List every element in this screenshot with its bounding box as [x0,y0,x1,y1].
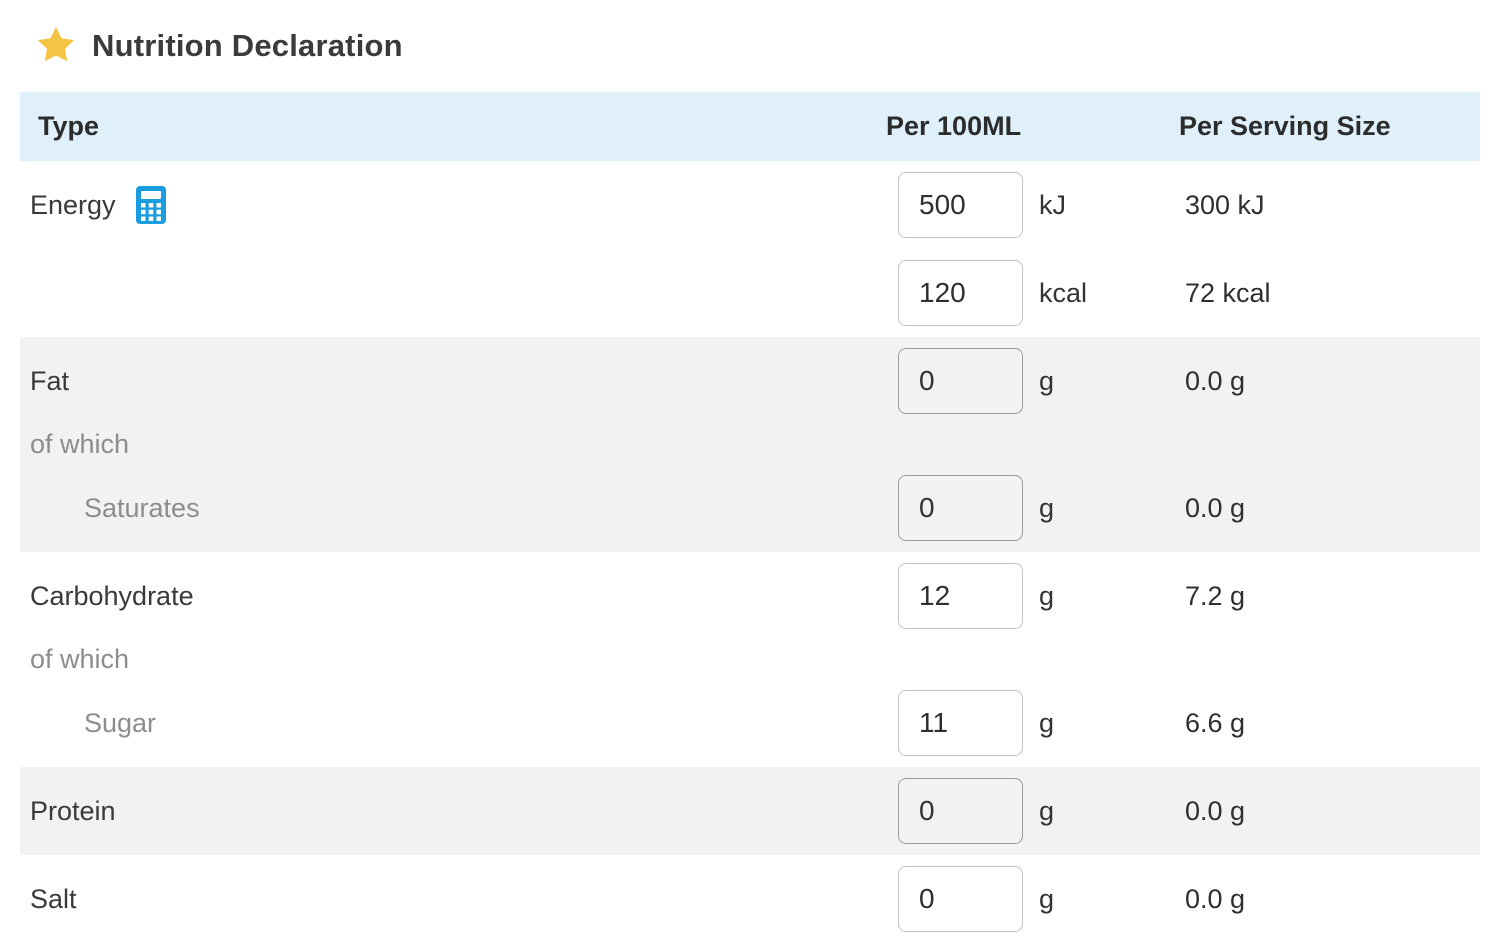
row-protein: Protein g 0.0 g [20,767,1480,855]
row-label-of-which: of which [30,644,130,674]
page-title: Nutrition Declaration [92,28,403,63]
unit-label-g: g [1039,492,1055,523]
row-label-energy: Energy [30,189,116,220]
salt-input[interactable] [898,866,1023,932]
section-title-row: Nutrition Declaration [0,0,1500,92]
row-salt: Salt g 0.0 g [20,855,1480,942]
saturates-input [898,475,1023,541]
unit-label-g: g [1039,707,1055,738]
calculator-icon[interactable] [135,186,166,224]
row-energy-kj: Energy kJ 300 kJ [20,161,1480,249]
row-label-sugar: Sugar [84,707,157,738]
table-header-row: Type Per 100ML Per Serving Size [20,92,1480,161]
per-serving-value-carbohydrate: 7.2 g [1185,580,1246,611]
unit-label-kj: kJ [1039,189,1066,220]
row-of-which-carbohydrate: of which [20,640,1480,679]
per-serving-value-fat: 0.0 g [1185,365,1246,396]
row-label-saturates: Saturates [84,492,200,523]
unit-label-g: g [1039,365,1055,396]
sugar-input[interactable] [898,690,1023,756]
unit-label-g: g [1039,580,1055,611]
row-label-protein: Protein [30,795,116,826]
row-of-which-fat: of which [20,425,1480,464]
row-label-of-which: of which [30,429,130,459]
unit-label-g: g [1039,883,1055,914]
row-label-salt: Salt [30,883,77,914]
unit-label-kcal: kcal [1039,277,1088,308]
unit-label-g: g [1039,795,1055,826]
energy-kcal-input[interactable] [898,260,1023,326]
carbohydrate-input[interactable] [898,563,1023,629]
per-serving-value-energy-kcal: 72 kcal [1185,277,1271,308]
per-serving-value-saturates: 0.0 g [1185,492,1246,523]
row-fat: Fat g 0.0 g [20,337,1480,425]
row-sugar: Sugar g 6.6 g [20,679,1480,767]
header-per-100ml: Per 100ML [886,111,1022,141]
header-type: Type [38,111,100,141]
per-serving-value-protein: 0.0 g [1185,795,1246,826]
nutrition-table: Type Per 100ML Per Serving Size Energy k… [20,92,1480,942]
per-serving-value-energy-kj: 300 kJ [1185,189,1265,220]
header-per-serving-size: Per Serving Size [1179,111,1391,141]
row-saturates: Saturates g 0.0 g [20,464,1480,552]
protein-input [898,778,1023,844]
row-label-fat: Fat [30,365,70,396]
per-serving-value-salt: 0.0 g [1185,883,1246,914]
row-label-carbohydrate: Carbohydrate [30,580,194,611]
per-serving-value-sugar: 6.6 g [1185,707,1246,738]
row-energy-kcal: kcal 72 kcal [20,249,1480,337]
fat-input [898,348,1023,414]
energy-kj-input[interactable] [898,172,1023,238]
star-icon [36,25,76,67]
row-carbohydrate: Carbohydrate g 7.2 g [20,552,1480,640]
